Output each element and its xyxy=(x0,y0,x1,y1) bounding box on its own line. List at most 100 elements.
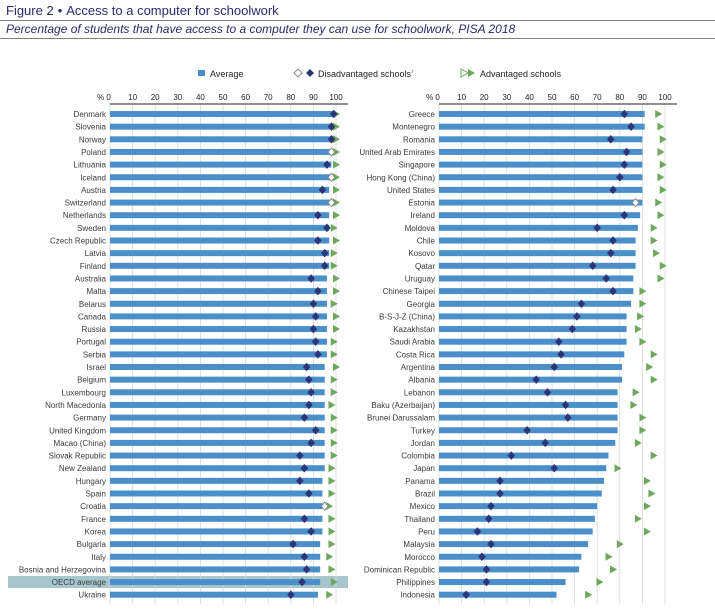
advantaged-marker xyxy=(326,552,334,561)
average-bar xyxy=(439,237,636,244)
disadvantaged-marker xyxy=(550,362,559,372)
average-bar xyxy=(439,186,643,193)
category-label: Latvia xyxy=(85,249,107,258)
average-bar xyxy=(110,136,334,143)
advantaged-marker xyxy=(634,325,642,334)
advantaged-marker xyxy=(650,236,658,245)
advantaged-marker xyxy=(328,527,336,536)
advantaged-marker xyxy=(657,147,665,156)
advantaged-marker xyxy=(646,363,654,371)
advantaged-marker xyxy=(634,514,642,523)
category-label: Argentina xyxy=(401,363,436,372)
disadvantaged-marker xyxy=(550,463,559,473)
average-bar xyxy=(439,262,636,269)
category-label: Brunei Darussalam xyxy=(367,414,435,423)
disadvantaged-marker xyxy=(496,476,504,486)
x-tick-label: 40 xyxy=(525,93,534,102)
x-tick-label: % 0 xyxy=(426,93,440,102)
average-bar xyxy=(110,148,332,155)
average-bar xyxy=(439,364,623,370)
category-label: Malaysia xyxy=(403,540,435,549)
category-label: Lithuania xyxy=(74,161,107,170)
legend-disadvantaged-label: Disadvantaged schools¹ xyxy=(318,69,413,79)
advantaged-marker xyxy=(328,464,336,473)
category-label: Montenegro xyxy=(392,123,435,132)
advantaged-marker xyxy=(330,337,338,346)
disadvantaged-marker xyxy=(300,552,309,562)
advantaged-marker xyxy=(330,249,338,258)
disadvantaged-marker xyxy=(305,489,313,498)
category-label: Belarus xyxy=(79,300,106,309)
category-label: Norway xyxy=(79,135,106,144)
average-bar xyxy=(110,161,332,168)
average-bar xyxy=(439,161,643,168)
average-bar xyxy=(439,136,643,143)
figure-title: Figure 2 • Access to a computer for school… xyxy=(6,3,279,18)
disadvantaged-marker xyxy=(311,337,320,347)
disadvantaged-marker xyxy=(296,476,304,486)
advantaged-marker xyxy=(643,476,651,485)
disadvantaged-marker xyxy=(314,236,322,245)
x-tick-label: 10 xyxy=(128,93,137,102)
disadvantaged-marker xyxy=(309,299,318,309)
category-label: Bosnia and Herzegovina xyxy=(19,565,107,574)
disadvantaged-marker xyxy=(573,312,581,321)
average-bar xyxy=(110,566,321,573)
advantaged-marker xyxy=(333,274,340,283)
disadvantaged-marker xyxy=(309,324,318,334)
advantaged-marker xyxy=(650,350,658,359)
average-bar xyxy=(439,414,618,421)
average-bar xyxy=(110,490,323,497)
disadvantaged-marker xyxy=(307,387,315,397)
advantaged-marker xyxy=(637,312,645,321)
average-bar xyxy=(439,503,598,510)
category-label: Indonesia xyxy=(400,591,435,600)
legend-footnote-mark: ¹ xyxy=(411,70,413,76)
category-label: Mexico xyxy=(410,502,436,511)
figure-subtitle: Percentage of students that have access … xyxy=(6,22,516,36)
category-label: Bulgaria xyxy=(77,540,107,549)
category-label: Luxembourg xyxy=(62,388,106,397)
advantaged-marker xyxy=(330,350,338,359)
advantaged-marker xyxy=(657,274,665,283)
disadvantaged-marker xyxy=(320,261,329,271)
category-label: North Macedonia xyxy=(45,401,106,410)
advantaged-marker xyxy=(650,375,658,384)
x-tick-label: 90 xyxy=(309,93,318,102)
disadvantaged-marker xyxy=(327,147,336,157)
average-bar xyxy=(439,579,566,586)
advantaged-marker xyxy=(330,426,338,435)
x-tick-label: 100 xyxy=(329,93,343,102)
category-label: Philippines xyxy=(396,578,435,587)
disadvantaged-marker xyxy=(609,286,617,296)
advantaged-marker xyxy=(333,363,340,371)
advantaged-marker xyxy=(333,236,340,245)
advantaged-marker xyxy=(328,400,336,409)
average-bar xyxy=(110,439,325,446)
disadvantaged-marker xyxy=(296,451,304,460)
disadvantaged-marker xyxy=(318,185,327,195)
advantaged-marker xyxy=(639,413,647,422)
average-bar xyxy=(439,300,632,307)
advantaged-marker xyxy=(330,299,338,308)
category-label: Italy xyxy=(91,553,106,562)
advantaged-marker xyxy=(634,438,642,447)
advantaged-marker xyxy=(330,438,338,447)
category-label: Estonia xyxy=(408,199,435,208)
advantaged-marker xyxy=(333,325,340,334)
disadvantaged-marker xyxy=(631,197,640,208)
x-tick-label: % 0 xyxy=(97,93,111,102)
average-bar xyxy=(110,212,330,219)
category-label: New Zealand xyxy=(59,464,106,473)
legend-disadvantaged-diamond xyxy=(306,69,314,77)
advantaged-marker xyxy=(326,590,334,599)
category-label: Australia xyxy=(75,274,107,283)
average-bar xyxy=(110,288,327,295)
disadvantaged-marker xyxy=(307,274,315,283)
category-label: Colombia xyxy=(401,452,435,461)
category-label: Thailand xyxy=(404,515,435,524)
category-label: Croatia xyxy=(80,502,106,511)
disadvantaged-marker xyxy=(327,197,336,208)
category-label: Germany xyxy=(73,414,106,423)
average-bar xyxy=(110,351,327,358)
